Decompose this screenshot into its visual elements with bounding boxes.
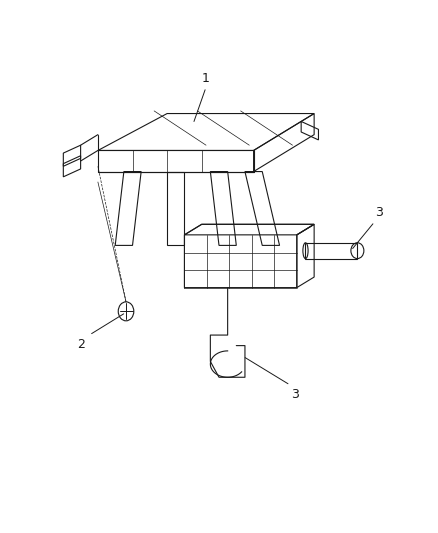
Text: 2: 2 bbox=[77, 338, 85, 351]
Text: 3: 3 bbox=[375, 206, 383, 219]
Text: 1: 1 bbox=[202, 71, 210, 85]
Text: 3: 3 bbox=[291, 388, 299, 401]
